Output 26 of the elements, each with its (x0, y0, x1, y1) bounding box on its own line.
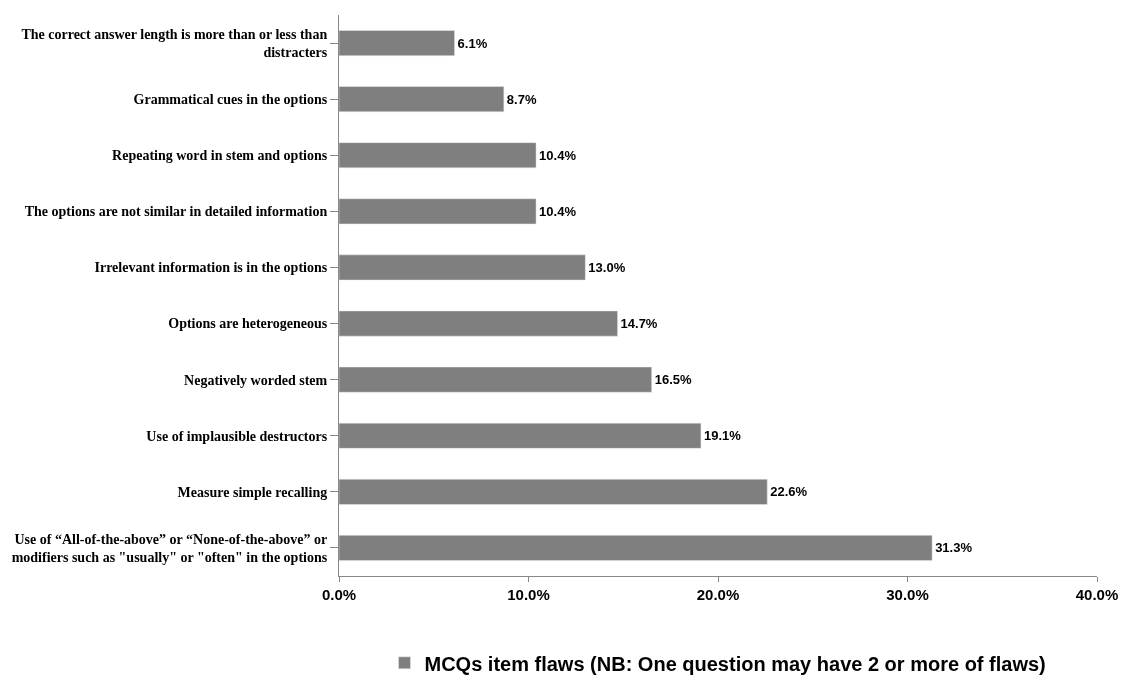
data-label: 16.5% (654, 372, 692, 388)
data-label: 19.1% (703, 428, 742, 444)
y-tick-label: Grammatical cues in the options (133, 92, 328, 108)
y-tick-label: Repeating word in stem and options (112, 148, 328, 164)
x-tick-label: 10.0% (507, 586, 550, 603)
data-label: 13.0% (588, 259, 626, 275)
y-tick-label: Use of implausible destructors (146, 428, 328, 444)
y-tick-label: The options are not similar in detailed information (24, 204, 328, 220)
legend-label: MCQs item flaws (NB: One question may have 2 or more of flaws) (424, 652, 1046, 675)
y-tick-label: Options are heterogeneous (168, 316, 328, 332)
data-label: 31.3% (935, 540, 973, 556)
data-label: 10.4% (539, 203, 577, 219)
y-tick-label: Use of “All-of-the-above” or “None-of-the-above” or modifiers such as "usually" or "often" in the options (11, 531, 328, 565)
data-label: 22.6% (770, 484, 808, 500)
x-tick-label: 30.0% (886, 586, 929, 603)
y-tick-label: Irrelevant information is in the options (94, 260, 328, 276)
data-label: 6.1% (457, 35, 488, 51)
x-tick-label: 20.0% (696, 586, 740, 603)
data-label: 10.4% (539, 147, 577, 163)
y-tick-label: The correct answer length is more than or less than distracters (21, 26, 328, 61)
data-label: 8.7% (506, 91, 537, 107)
x-tick-label: 40.0% (1075, 586, 1119, 603)
y-tick-label: Measure simple recalling (177, 484, 328, 500)
x-tick-label: 0.0% (321, 586, 357, 603)
y-tick-label: Negatively worded stem (184, 372, 328, 388)
data-label: 14.7% (620, 316, 658, 332)
